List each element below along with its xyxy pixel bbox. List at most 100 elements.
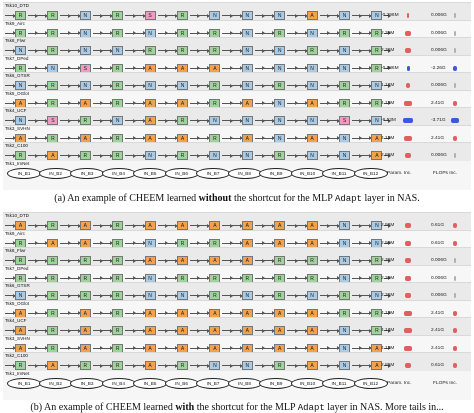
block-arrow: [5, 258, 16, 263]
block-arrow: [264, 311, 276, 315]
task-row: Tsk8_Flwr R R R R A A A A R R N R 2.36M 0.006G: [3, 247, 471, 266]
block-arrow: [92, 48, 104, 53]
block-arrow: [157, 136, 169, 140]
task-row: Tsk7_DPed R N S R A A A N N N N R -0.886M -2.26G: [3, 54, 471, 73]
block-arrow: [157, 48, 169, 53]
block-arrow: [287, 363, 299, 368]
block-arrow: [287, 346, 299, 350]
block-arrow: [28, 66, 39, 70]
block-arrow: [231, 363, 243, 368]
block-arrow: [222, 276, 234, 280]
block-arrow: [125, 153, 137, 158]
block-arrow: [319, 153, 331, 158]
block-arrow: [254, 66, 266, 70]
block-arrow: [319, 258, 331, 263]
task-label: Tsk8_Flwr: [5, 38, 26, 43]
block-arrow: [92, 83, 104, 88]
backbone-block-node: IN_B3: [70, 167, 104, 179]
block-arrow: [5, 118, 16, 123]
block-arrow: [361, 258, 373, 263]
block-arrow: [254, 48, 266, 53]
block-arrow: [231, 241, 243, 245]
block-arrow: [69, 293, 81, 298]
block-adapt: A: [371, 151, 383, 160]
flops-value: 2.41G: [431, 345, 445, 351]
block-arrow: [264, 13, 276, 18]
block-arrow: [352, 311, 363, 315]
block-arrow: [102, 311, 114, 315]
block-arrow: [190, 328, 201, 333]
task-label: Tsk3_SVHN: [5, 125, 30, 131]
block-arrow: [28, 223, 39, 228]
block-arrow: [92, 258, 104, 263]
flops-value: 0.61G: [431, 240, 445, 246]
block-arrow: [167, 293, 178, 298]
task-row: Tsk6_GTSR N R R R N N R N R N R N 2.36M 0.006G: [3, 282, 471, 301]
block-arrow: [167, 258, 178, 263]
block-arrow: [254, 328, 266, 333]
flops-bar: [454, 30, 456, 36]
block-arrow: [157, 66, 169, 70]
task-label: Tsk6_GTSR: [5, 283, 30, 288]
block-arrow: [37, 83, 49, 88]
block-arrow: [5, 153, 16, 158]
block-arrow: [264, 31, 276, 35]
block-arrow: [37, 66, 49, 70]
param-value: 2.36M: [381, 30, 395, 36]
task-row: Tsk2_C100 R A R R N R N N R N N A 2.89M 0.006G: [3, 142, 471, 161]
flops-column-header: FLOPs Inc.: [433, 170, 457, 176]
block-arrow: [329, 258, 340, 263]
block-arrow: [134, 118, 146, 123]
block-arrow: [157, 13, 169, 18]
flops-bar: [454, 153, 456, 158]
block-arrow: [319, 311, 331, 315]
block-arrow: [352, 13, 363, 18]
task-row: Tsk3_SVHN A R A R A A A A A A N A 4.13M 2.41G: [3, 334, 471, 353]
block-arrow: [199, 48, 211, 53]
flops-value: 2.41G: [431, 310, 445, 316]
block-arrow: [5, 13, 16, 18]
flops-value: 2.41G: [431, 100, 445, 106]
block-arrow: [157, 258, 169, 263]
flops-column-header: FLOPs Inc.: [433, 380, 457, 386]
flops-bar: [452, 100, 458, 106]
block-arrow: [319, 241, 331, 245]
block-arrow: [287, 83, 299, 88]
block-arrow: [69, 118, 81, 123]
task-label: Tsk5_OGlot: [5, 300, 29, 306]
caption-a: (a) An example of CHEEM learned without …: [0, 193, 474, 204]
block-arrow: [296, 83, 308, 88]
param-value: 4.13M: [381, 100, 395, 106]
flops-value: 0.006G: [431, 83, 447, 88]
backbone-block-node: IN_B7: [196, 377, 230, 389]
param-bar: [405, 258, 411, 263]
block-arrow: [222, 223, 234, 228]
task-row: Tsk3_SVHN A R A R A A R A N A N A 4.13M 2.41G: [3, 124, 471, 143]
flops-bar: [452, 135, 458, 141]
block-arrow: [157, 223, 169, 228]
caption-a-text-mid: the shortcut for the MLP: [231, 193, 335, 204]
block-arrow: [167, 136, 178, 140]
block-arrow: [319, 66, 331, 70]
block-arrow: [167, 101, 178, 105]
block-arrow: [134, 328, 146, 333]
block-arrow: [352, 48, 363, 53]
block-arrow: [222, 241, 234, 245]
flops-bar: [454, 275, 456, 281]
block-arrow: [28, 346, 39, 350]
block-arrow: [28, 293, 39, 298]
param-value: 2.36M: [381, 258, 395, 263]
block-arrow: [28, 136, 39, 140]
caption-b-text-end: layer in NAS. More tails in...: [324, 402, 444, 413]
block-arrow: [384, 328, 392, 333]
backbone-block-node: IN_B9: [259, 377, 293, 389]
block-arrow: [125, 223, 137, 228]
block-arrow: [287, 153, 299, 158]
block-arrow: [384, 293, 392, 298]
block-adapt: A: [371, 361, 383, 370]
caption-a-text-end: layer in NAS.: [361, 193, 420, 204]
block-arrow: [361, 83, 373, 88]
caption-a-text: (a) An example of CHEEM learned: [54, 193, 199, 204]
block-arrow: [222, 66, 234, 70]
block-arrow: [329, 363, 340, 368]
